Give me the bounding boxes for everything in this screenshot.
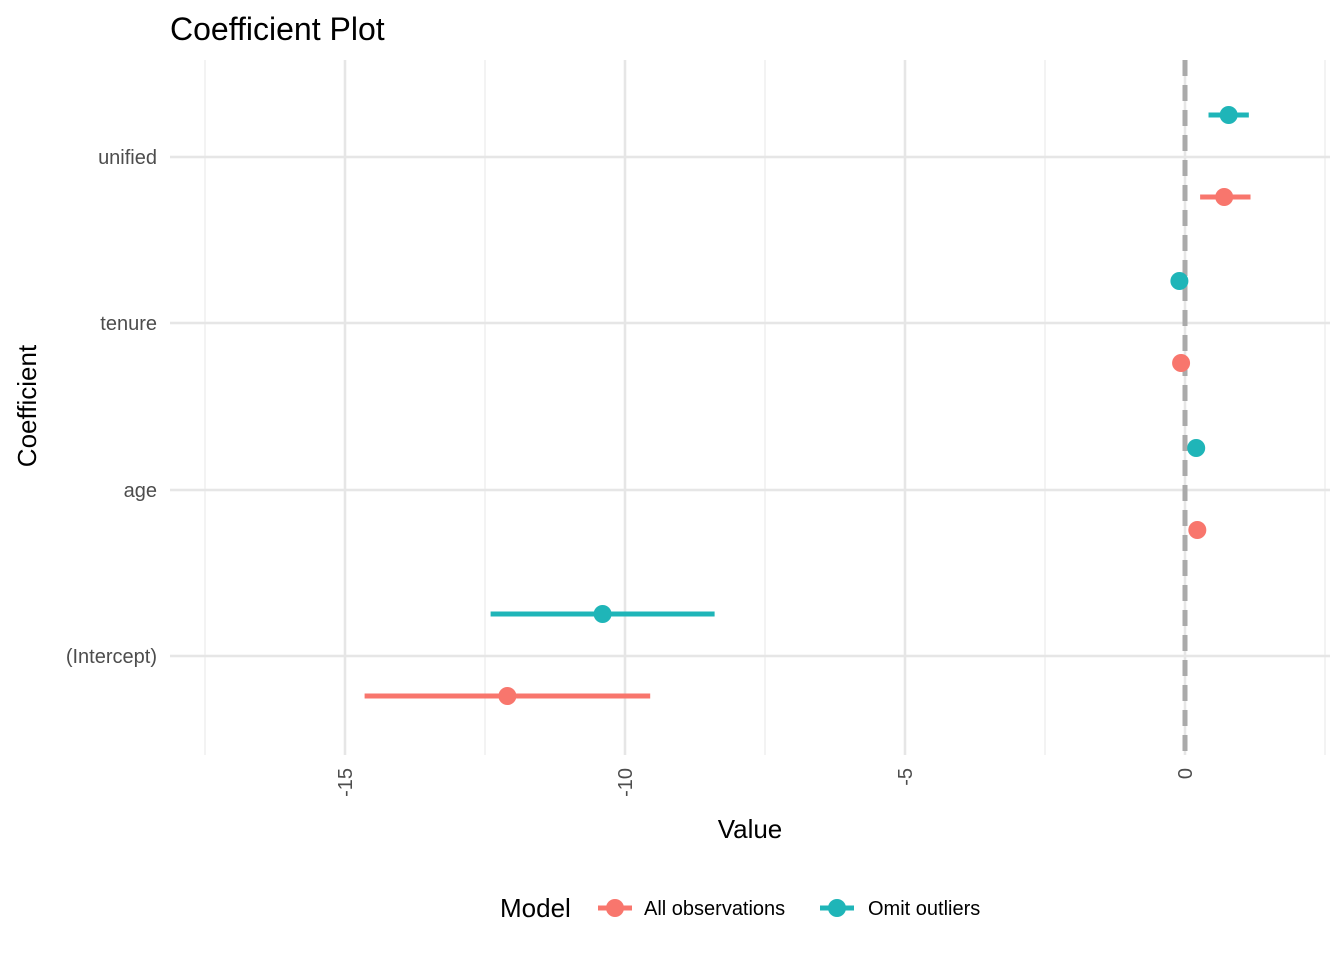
y-tick-label: (Intercept) xyxy=(66,646,157,668)
x-axis-title: Value xyxy=(718,814,783,844)
coefficient-marks xyxy=(364,106,1251,705)
estimate-point xyxy=(1215,188,1234,206)
legend-label: All observations xyxy=(644,898,785,920)
estimate-point xyxy=(1172,354,1191,372)
estimate-point xyxy=(1187,439,1206,457)
estimate-point xyxy=(498,687,517,705)
x-axis-tick-labels: -15 -10 -5 0 xyxy=(335,768,1197,797)
y-axis-title: Coefficient xyxy=(12,344,42,467)
estimate-point xyxy=(1188,521,1207,539)
estimate-point xyxy=(1170,272,1189,290)
x-tick-label: 0 xyxy=(1175,768,1197,779)
legend-key-point xyxy=(828,899,846,917)
major-gridlines xyxy=(170,60,1330,755)
y-tick-label: tenure xyxy=(100,313,157,335)
legend-title: Model xyxy=(500,893,571,923)
legend-items: All observations Omit outliers xyxy=(598,898,980,920)
legend-label: Omit outliers xyxy=(868,898,980,920)
x-tick-label: -10 xyxy=(615,768,637,797)
legend: Model All observations Omit outliers xyxy=(500,893,980,923)
chart-title: Coefficient Plot xyxy=(170,11,385,47)
x-tick-label: -5 xyxy=(895,768,917,786)
x-tick-label: -15 xyxy=(335,768,357,797)
y-axis-tick-labels: (Intercept) age tenure unified xyxy=(66,147,157,668)
estimate-point xyxy=(1219,106,1238,124)
legend-key-point xyxy=(606,899,624,917)
y-tick-label: age xyxy=(124,480,157,502)
minor-gridlines xyxy=(204,60,1326,755)
estimate-point xyxy=(593,605,612,623)
y-tick-label: unified xyxy=(98,147,157,169)
